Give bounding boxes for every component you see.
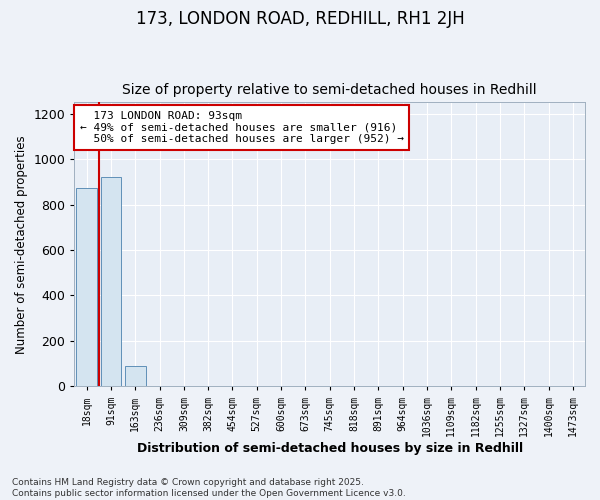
Text: 173, LONDON ROAD, REDHILL, RH1 2JH: 173, LONDON ROAD, REDHILL, RH1 2JH: [136, 10, 464, 28]
Bar: [101, 178, 121, 386]
Text: Contains HM Land Registry data © Crown copyright and database right 2025.
Contai: Contains HM Land Registry data © Crown c…: [12, 478, 406, 498]
Bar: [76, 188, 97, 386]
Bar: [125, 366, 146, 386]
X-axis label: Distribution of semi-detached houses by size in Redhill: Distribution of semi-detached houses by …: [137, 442, 523, 455]
Text: 173 LONDON ROAD: 93sqm
← 49% of semi-detached houses are smaller (916)
  50% of : 173 LONDON ROAD: 93sqm ← 49% of semi-det…: [80, 111, 404, 144]
Title: Size of property relative to semi-detached houses in Redhill: Size of property relative to semi-detach…: [122, 83, 537, 97]
Y-axis label: Number of semi-detached properties: Number of semi-detached properties: [15, 135, 28, 354]
